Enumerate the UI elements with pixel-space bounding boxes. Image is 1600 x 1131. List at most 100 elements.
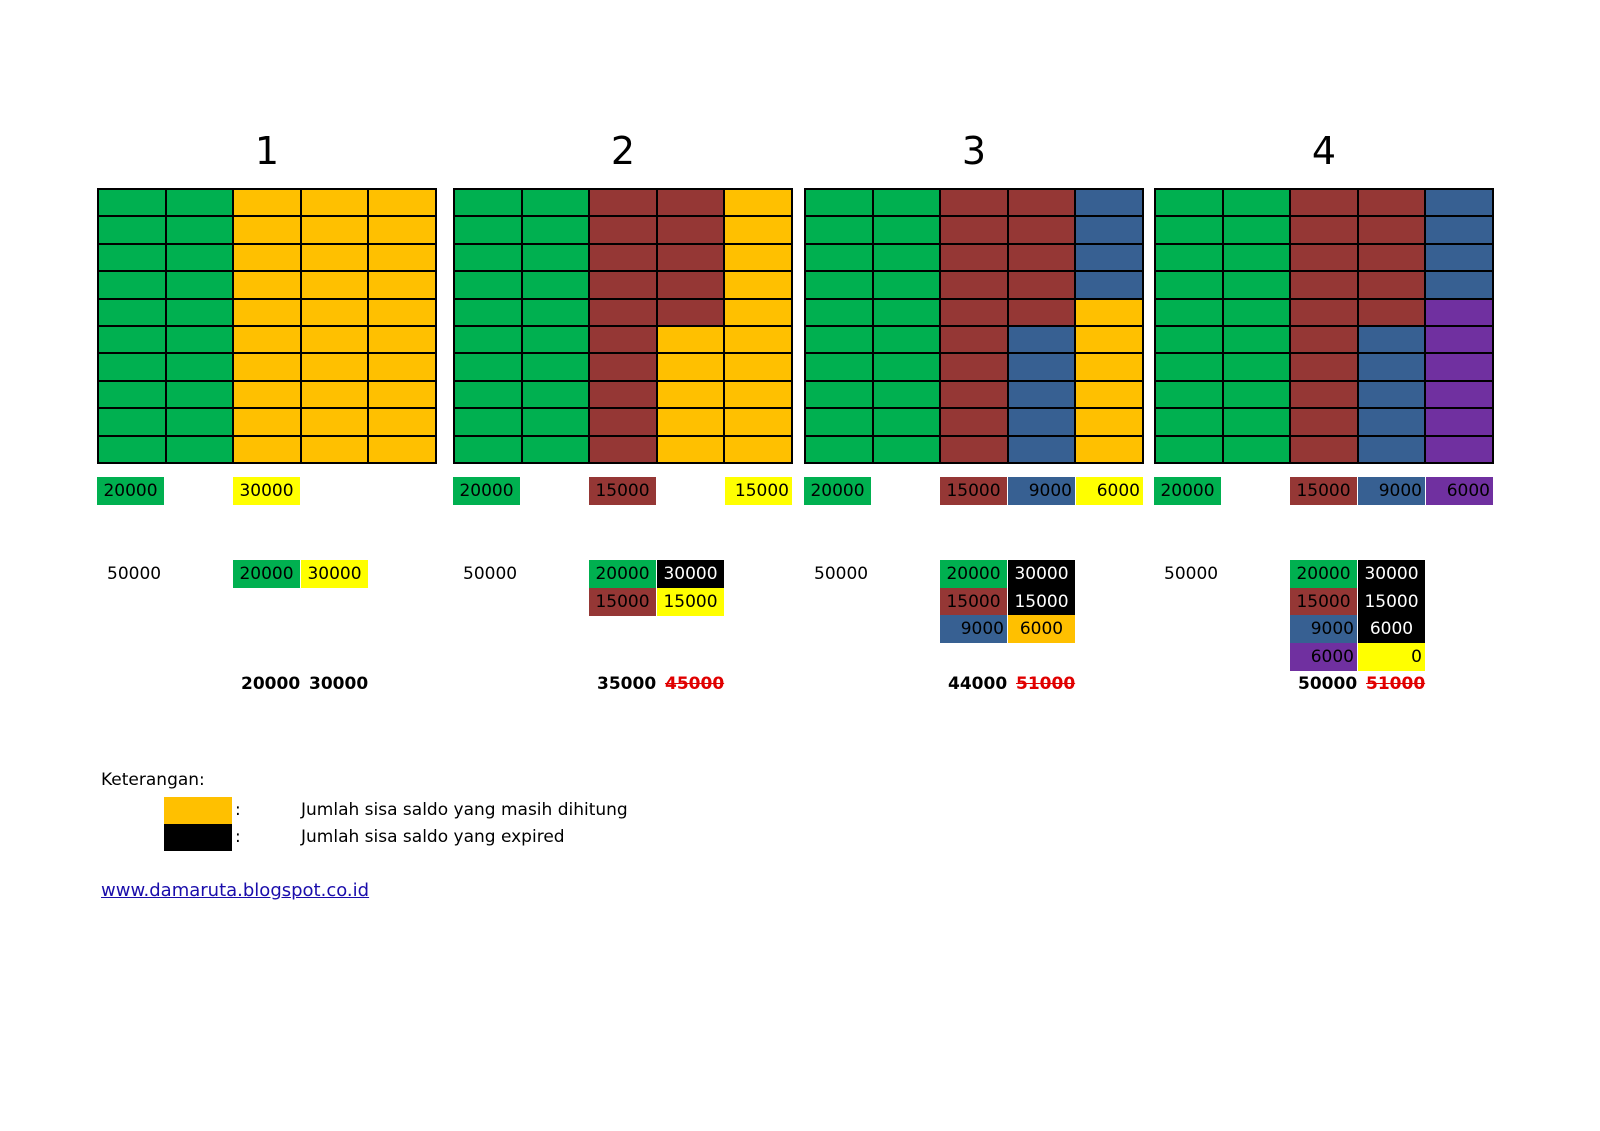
legend-title: Keterangan:	[101, 770, 205, 790]
grid-cell	[455, 244, 521, 271]
grid-cell	[1076, 381, 1142, 408]
grid-cell	[1156, 272, 1222, 298]
breakdown-cell: 15000	[1358, 587, 1425, 616]
grid-cell	[1223, 272, 1290, 298]
grid-cell	[1008, 381, 1075, 408]
grid-cell	[369, 409, 435, 435]
breakdown-cell: 6000	[1290, 642, 1357, 671]
grid-cell	[873, 299, 940, 325]
grid-cell	[1426, 354, 1492, 380]
grid-cell	[166, 436, 233, 462]
grid-cell	[1426, 190, 1492, 216]
grid-cell	[99, 354, 165, 380]
grid-cell	[1358, 217, 1425, 243]
panel-1: 1 20000 30000 50000 20000 30000 20000 30000	[97, 0, 437, 720]
grid-cell	[99, 299, 165, 325]
grid-cell	[369, 381, 435, 408]
grid-cell	[301, 436, 368, 462]
breakdown-cell: 9000	[1290, 615, 1357, 643]
grid-cell	[166, 272, 233, 298]
grid-cell	[1223, 326, 1290, 353]
grid-cell	[590, 436, 656, 462]
grid-cell	[301, 299, 368, 325]
breakdown-cell: 9000	[940, 615, 1007, 643]
grid-cell	[873, 354, 940, 380]
grid-cell	[99, 244, 165, 271]
grid-cell	[99, 409, 165, 435]
grid-cell	[657, 217, 724, 243]
grid-cell	[99, 381, 165, 408]
grid-cell	[657, 354, 724, 380]
grid-cell	[522, 381, 589, 408]
legend-colon-counted: :	[235, 800, 241, 820]
grid-cell	[725, 190, 791, 216]
grid-cell	[590, 190, 656, 216]
grid-cell	[1223, 299, 1290, 325]
grid-cell	[941, 409, 1007, 435]
grid-cell	[1291, 272, 1357, 298]
grid-cell	[1008, 326, 1075, 353]
amount-tag: 6000	[1426, 477, 1493, 505]
grid-cell	[1358, 190, 1425, 216]
legend-swatch-counted	[164, 797, 232, 824]
blog-link[interactable]: www.damaruta.blogspot.co.id	[101, 880, 370, 901]
grid-cell	[1358, 244, 1425, 271]
grid-cell	[301, 217, 368, 243]
grid-cell	[369, 272, 435, 298]
balance-grid	[1154, 188, 1494, 464]
grid-cell	[1156, 354, 1222, 380]
grid-cell	[941, 217, 1007, 243]
grid-cell	[873, 381, 940, 408]
panel-title: 4	[1311, 129, 1337, 173]
grid-cell	[1223, 354, 1290, 380]
sum-counted: 44000	[948, 674, 1008, 694]
grid-cell	[1426, 272, 1492, 298]
breakdown-cell: 15000	[1290, 587, 1357, 616]
grid-cell	[455, 354, 521, 380]
grid-cell	[234, 354, 300, 380]
grid-cell	[941, 381, 1007, 408]
grid-cell	[590, 326, 656, 353]
grid-cell	[1156, 190, 1222, 216]
grid-cell	[1291, 381, 1357, 408]
grid-cell	[725, 381, 791, 408]
breakdown-cell: 20000	[233, 560, 300, 588]
grid-cell	[99, 326, 165, 353]
grid-cell	[657, 436, 724, 462]
sum-other: 51000	[1366, 674, 1426, 694]
grid-cell	[522, 326, 589, 353]
grid-cell	[725, 354, 791, 380]
breakdown-cell: 30000	[1008, 560, 1075, 588]
grid-cell	[806, 436, 872, 462]
amount-tag: 15000	[1290, 477, 1357, 505]
total-balance: 50000	[1164, 564, 1219, 584]
amount-tag: 20000	[453, 477, 520, 505]
grid-cell	[1291, 409, 1357, 435]
grid-cell	[590, 381, 656, 408]
grid-cell	[941, 299, 1007, 325]
grid-cell	[455, 326, 521, 353]
grid-cell	[1426, 217, 1492, 243]
grid-cell	[455, 436, 521, 462]
grid-cell	[1358, 299, 1425, 325]
sum-other: 30000	[309, 674, 369, 694]
grid-cell	[369, 244, 435, 271]
grid-cell	[806, 272, 872, 298]
grid-cell	[1076, 217, 1142, 243]
grid-cell	[522, 409, 589, 435]
breakdown-cell: 20000	[1290, 560, 1357, 588]
grid-cell	[1076, 354, 1142, 380]
breakdown-cell: 30000	[301, 560, 368, 588]
grid-cell	[941, 354, 1007, 380]
grid-cell	[1291, 436, 1357, 462]
grid-cell	[301, 244, 368, 271]
grid-cell	[234, 436, 300, 462]
grid-cell	[234, 217, 300, 243]
grid-cell	[1223, 381, 1290, 408]
grid-cell	[1076, 272, 1142, 298]
grid-cell	[1358, 354, 1425, 380]
grid-cell	[455, 381, 521, 408]
grid-cell	[725, 409, 791, 435]
grid-cell	[455, 299, 521, 325]
grid-cell	[1008, 217, 1075, 243]
